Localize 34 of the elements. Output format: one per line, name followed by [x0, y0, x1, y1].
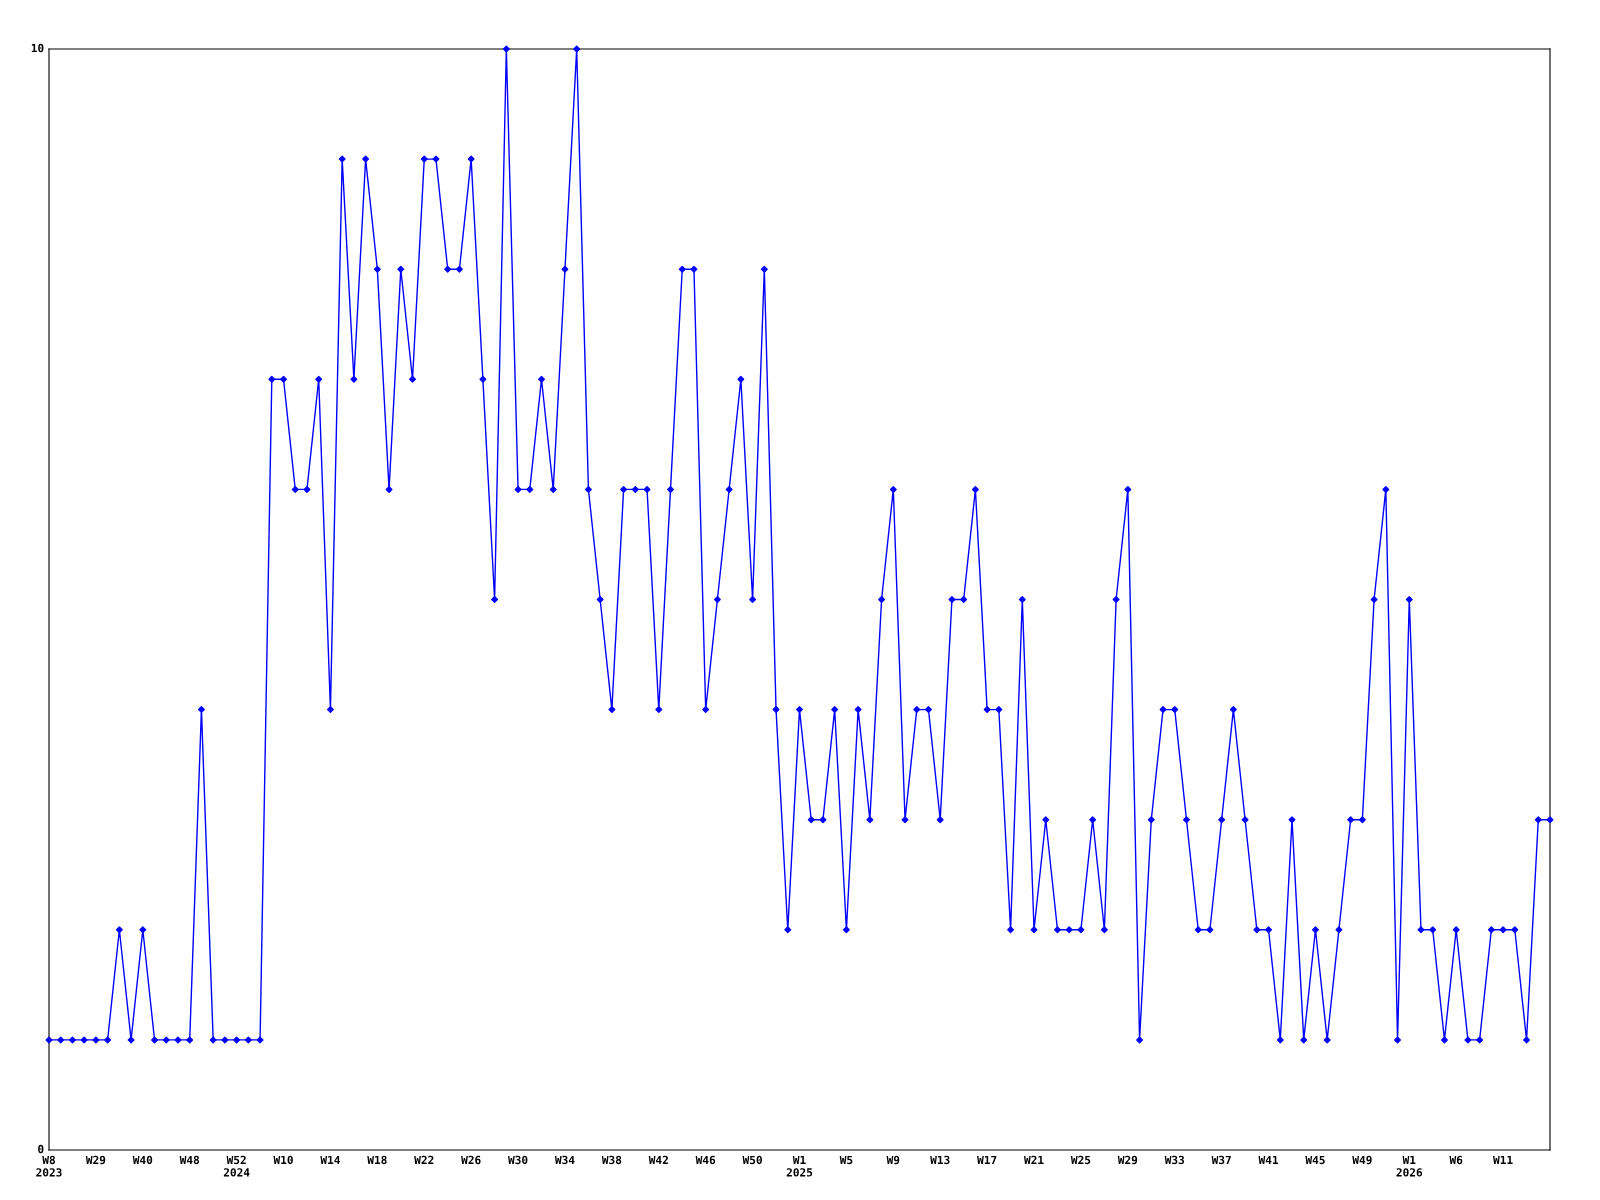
- x-tick-label: W33: [1164, 1155, 1185, 1165]
- x-tick-label: W25: [1070, 1155, 1091, 1165]
- x-tick-label: W10: [273, 1155, 293, 1165]
- x-tick-label: W41: [1258, 1155, 1279, 1164]
- x-tick-label: W5: [839, 1155, 853, 1165]
- x-tick-label: W49: [1352, 1155, 1372, 1165]
- x-tick-label: W11: [1493, 1155, 1513, 1164]
- x-tick-label: W8 2023: [36, 1155, 62, 1177]
- x-tick-label: W38: [601, 1155, 622, 1165]
- x-tick-label: W40: [132, 1155, 153, 1165]
- x-tick-label: W37: [1211, 1155, 1231, 1165]
- x-tick-label: W42: [648, 1155, 668, 1164]
- x-tick-label: W45: [1305, 1155, 1325, 1165]
- x-tick-label: W14: [320, 1155, 340, 1164]
- y-tick-label: 0: [38, 1144, 44, 1154]
- x-tick-label: W13: [930, 1155, 950, 1165]
- x-tick-label: W34: [554, 1155, 575, 1165]
- x-tick-label: W48: [179, 1155, 200, 1165]
- x-tick-label: W21: [1024, 1155, 1044, 1164]
- x-tick-label: W46: [695, 1155, 716, 1165]
- x-tick-label: W29: [85, 1155, 106, 1165]
- y-tick-label: 10: [31, 43, 44, 53]
- x-tick-label: W1 2026: [1396, 1155, 1423, 1177]
- x-tick-label: W17: [977, 1155, 997, 1164]
- x-tick-label: W30: [508, 1155, 528, 1165]
- x-tick-label: W22: [414, 1155, 434, 1164]
- x-tick-label: W52 2024: [223, 1155, 250, 1177]
- x-tick-label: W1 2025: [786, 1155, 813, 1177]
- x-tick-label: W9: [886, 1155, 900, 1165]
- x-tick-label: W6: [1449, 1155, 1463, 1165]
- x-tick-label: W50: [742, 1155, 762, 1165]
- x-tick-label: W29: [1117, 1155, 1138, 1165]
- x-tick-label: W18: [367, 1155, 387, 1165]
- x-tick-label: W26: [461, 1155, 481, 1165]
